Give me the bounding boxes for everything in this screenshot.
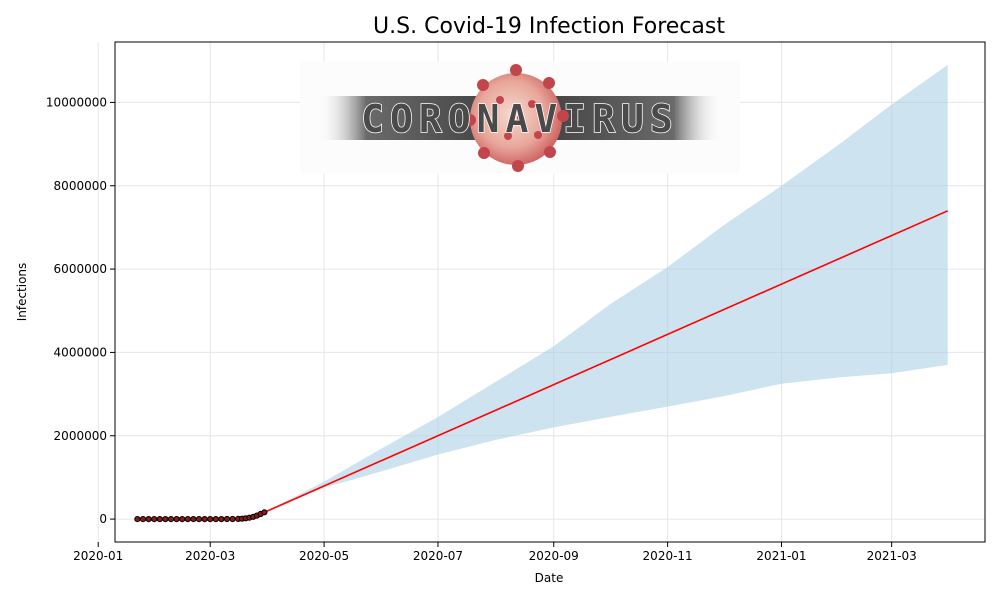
y-tick-label: 8000000 bbox=[54, 179, 107, 193]
y-axis-title: Infections bbox=[15, 263, 29, 322]
observed-point bbox=[218, 516, 225, 523]
observed-point bbox=[139, 516, 147, 523]
x-tick-label: 2020-01 bbox=[73, 549, 123, 563]
observed-layer bbox=[134, 509, 268, 523]
x-tick-label: 2021-03 bbox=[867, 549, 917, 563]
observed-point bbox=[223, 515, 231, 523]
observed-point bbox=[134, 516, 141, 523]
confidence-band bbox=[264, 64, 948, 513]
x-tick-label: 2020-05 bbox=[299, 549, 349, 563]
y-axis: 0 2000000 4000000 6000000 8000000 10000000 bbox=[46, 95, 115, 526]
x-tick-label: 2020-07 bbox=[413, 549, 463, 563]
x-axis-title: Date bbox=[535, 571, 564, 585]
chart-title: U.S. Covid-19 Infection Forecast bbox=[373, 14, 725, 39]
confidence-band-layer bbox=[264, 64, 948, 513]
observed-point bbox=[162, 516, 169, 523]
forecast-layer bbox=[264, 210, 949, 514]
observed-point bbox=[229, 515, 236, 523]
y-tick-label: 6000000 bbox=[54, 262, 107, 276]
plot-frame bbox=[114, 41, 986, 543]
y-tick-label: 10000000 bbox=[46, 95, 107, 109]
observed-point bbox=[151, 516, 158, 523]
observed-point bbox=[145, 516, 152, 523]
x-tick-label: 2020-09 bbox=[529, 549, 579, 563]
x-tick-label: 2020-03 bbox=[185, 549, 235, 563]
observed-point bbox=[173, 516, 180, 523]
observed-point bbox=[261, 509, 268, 516]
x-axis: 2020-01 2020-03 2020-05 2020-07 2020-09 2020-… bbox=[73, 542, 917, 563]
observed-point bbox=[195, 516, 203, 523]
observed-point bbox=[201, 516, 208, 523]
observed-point bbox=[207, 516, 214, 523]
virus-icon bbox=[464, 64, 569, 172]
y-tick-label: 0 bbox=[99, 512, 107, 526]
x-tick-label: 2021-01 bbox=[756, 549, 806, 563]
observed-point bbox=[184, 516, 191, 523]
y-tick-label: 4000000 bbox=[54, 345, 107, 359]
y-tick-label: 2000000 bbox=[54, 429, 107, 443]
banner-text: CORONAVIRUS bbox=[361, 97, 679, 141]
observed-point bbox=[212, 516, 219, 523]
observed-point bbox=[167, 516, 175, 523]
forecast-line bbox=[264, 210, 949, 514]
x-tick-label: 2020-11 bbox=[643, 549, 693, 563]
observed-point bbox=[156, 516, 163, 523]
coronavirus-banner-image: CORONAVIRUS bbox=[300, 62, 740, 174]
observed-point bbox=[190, 516, 197, 523]
observed-point bbox=[179, 516, 186, 523]
